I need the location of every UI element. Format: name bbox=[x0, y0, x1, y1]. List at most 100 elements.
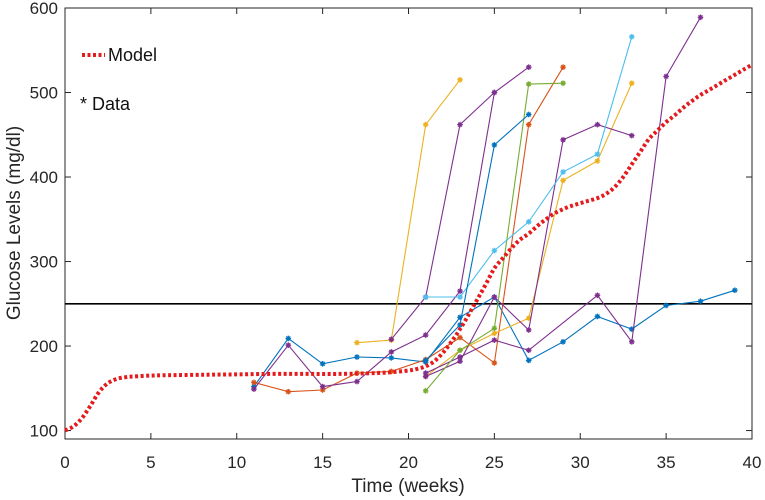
data-point bbox=[560, 169, 566, 175]
data-point bbox=[663, 302, 669, 309]
data-series bbox=[422, 14, 704, 376]
data-point bbox=[525, 111, 532, 118]
data-point bbox=[732, 287, 738, 294]
data-point bbox=[491, 247, 498, 254]
data-point bbox=[594, 158, 601, 164]
data-point bbox=[422, 370, 429, 376]
data-point bbox=[594, 313, 601, 320]
data-point bbox=[491, 337, 498, 343]
data-point bbox=[251, 386, 257, 392]
data-point bbox=[525, 81, 532, 87]
x-tick-label: 20 bbox=[399, 453, 418, 472]
x-tick-label: 30 bbox=[571, 453, 590, 472]
y-tick-labels: 100 200 300 400 500 600 bbox=[30, 0, 58, 441]
series-line bbox=[425, 114, 530, 361]
data-point bbox=[354, 354, 360, 360]
data-point bbox=[354, 378, 360, 385]
data-point bbox=[697, 14, 704, 21]
y-tick-label: 600 bbox=[30, 0, 58, 18]
y-tick-label: 400 bbox=[30, 168, 58, 187]
data-point bbox=[628, 132, 635, 139]
data-point bbox=[285, 342, 292, 348]
data-point bbox=[285, 335, 292, 342]
data-point bbox=[457, 334, 463, 341]
data-point bbox=[491, 325, 498, 332]
legend-model-label: Model bbox=[108, 45, 157, 65]
data-point bbox=[319, 383, 326, 390]
series-line bbox=[253, 66, 564, 393]
data-point bbox=[560, 80, 566, 87]
legend-data-label: * Data bbox=[80, 94, 131, 114]
data-point bbox=[422, 121, 429, 128]
data-point bbox=[491, 360, 498, 366]
data-point bbox=[594, 121, 601, 128]
x-tick-label: 25 bbox=[485, 453, 504, 472]
data-series bbox=[422, 121, 635, 380]
data-point bbox=[457, 347, 463, 354]
data-point bbox=[628, 80, 635, 87]
data-point bbox=[525, 347, 532, 354]
x-tick-label: 40 bbox=[743, 453, 762, 472]
data-point bbox=[251, 379, 257, 386]
model-layer bbox=[64, 62, 754, 433]
x-axis-title: Time (weeks) bbox=[351, 476, 464, 497]
data-point bbox=[525, 357, 532, 364]
plot-frame bbox=[64, 7, 753, 440]
data-series bbox=[422, 33, 635, 300]
data-point bbox=[422, 332, 429, 338]
data-point bbox=[491, 142, 498, 148]
data-point bbox=[422, 388, 429, 394]
data-point bbox=[525, 327, 532, 333]
data-point bbox=[697, 298, 704, 305]
data-series-layer bbox=[251, 14, 738, 395]
series-line bbox=[390, 92, 495, 340]
legend: Model * Data bbox=[80, 45, 157, 114]
data-point bbox=[388, 336, 395, 343]
data-point bbox=[525, 64, 532, 70]
y-axis-title: Glucose Levels (mg/dl) bbox=[4, 126, 25, 320]
data-point bbox=[491, 294, 498, 300]
data-point bbox=[628, 339, 635, 345]
data-point bbox=[628, 33, 635, 40]
x-tick-label: 5 bbox=[146, 453, 155, 472]
data-point bbox=[457, 354, 463, 360]
data-point bbox=[560, 64, 566, 70]
data-point bbox=[422, 294, 429, 300]
data-point bbox=[388, 355, 395, 361]
data-point bbox=[594, 151, 601, 158]
y-tick-label: 500 bbox=[30, 84, 58, 103]
x-tick-label: 15 bbox=[313, 453, 332, 472]
data-series bbox=[422, 111, 532, 364]
data-point bbox=[663, 73, 669, 80]
data-series bbox=[251, 64, 532, 392]
x-tick-labels: 0 5 10 15 20 25 30 35 40 bbox=[60, 453, 761, 472]
series-line bbox=[425, 17, 701, 374]
data-point bbox=[354, 339, 360, 346]
x-tick-label: 10 bbox=[227, 453, 246, 472]
data-point bbox=[457, 294, 463, 300]
data-point bbox=[457, 77, 463, 83]
tick-marks bbox=[64, 7, 753, 439]
x-tick-label: 35 bbox=[657, 453, 676, 472]
data-point bbox=[285, 388, 292, 395]
data-point bbox=[319, 360, 326, 367]
data-point bbox=[491, 89, 498, 96]
data-point bbox=[594, 292, 601, 299]
series-line bbox=[356, 79, 461, 344]
y-tick-label: 200 bbox=[30, 337, 58, 356]
data-point bbox=[560, 137, 566, 143]
y-tick-label: 300 bbox=[30, 253, 58, 272]
data-point bbox=[491, 330, 498, 337]
data-point bbox=[560, 339, 566, 345]
y-tick-label: 100 bbox=[30, 422, 58, 441]
data-series bbox=[422, 80, 566, 394]
data-point bbox=[560, 177, 566, 184]
data-point bbox=[525, 219, 532, 225]
data-point bbox=[525, 121, 532, 128]
x-tick-label: 0 bbox=[60, 453, 69, 472]
data-point bbox=[388, 349, 395, 355]
model-curve bbox=[64, 62, 754, 433]
data-point bbox=[457, 288, 463, 294]
data-point bbox=[457, 121, 463, 128]
